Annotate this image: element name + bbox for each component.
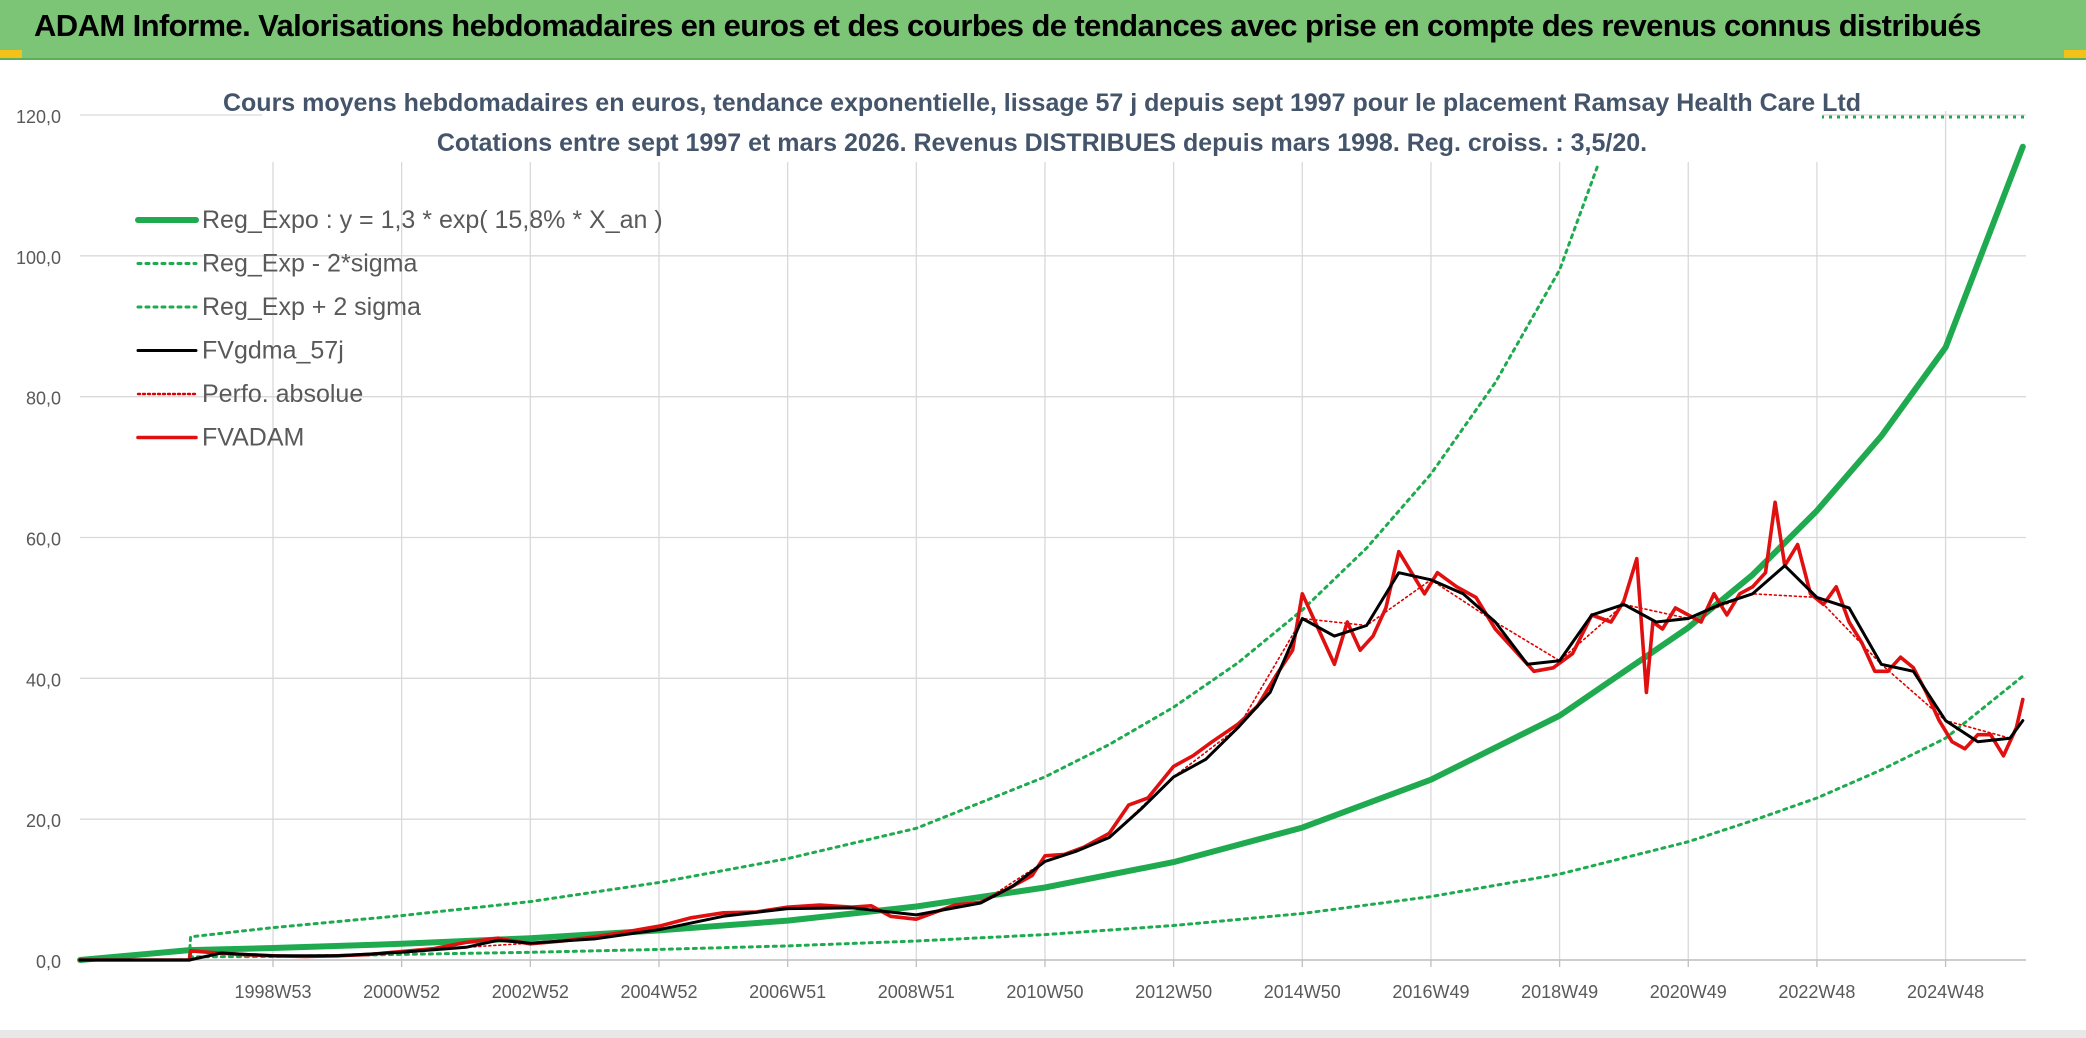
x-tick-label: 2016W49 [1392, 982, 1469, 1002]
legend-label: Reg_Exp - 2*sigma [202, 250, 417, 278]
y-tick-label: 0,0 [36, 952, 61, 972]
legend-label: Perfo. absolue [202, 380, 363, 408]
report-title-bar: ADAM Informe. Valorisations hebdomadaire… [0, 0, 2086, 60]
x-tick-label: 2010W50 [1006, 982, 1083, 1002]
report-title: ADAM Informe. Valorisations hebdomadaire… [34, 8, 1981, 43]
chart-title: Cours moyens hebdomadaires en euros, ten… [223, 89, 1861, 117]
grid-layer [80, 111, 2026, 967]
legend-label: Reg_Expo : y = 1,3 * exp( 15,8% * X_an ) [202, 206, 663, 234]
x-axis-ticks: 1998W53 2000W52 2002W52 2004W52 2006W51 2008W… [234, 982, 1984, 1002]
subtitle-background [262, 82, 1822, 162]
x-tick-label: 2018W49 [1521, 982, 1598, 1002]
y-tick-label: 60,0 [26, 530, 61, 550]
series-reg-exp-plus-2sigma [187, 162, 1600, 958]
x-tick-label: 2004W52 [620, 982, 697, 1002]
y-axis-ticks: 0,0 20,0 40,0 60,0 80,0 100,0 120,0 [16, 107, 61, 972]
legend-label: FVADAM [202, 424, 304, 452]
y-tick-label: 80,0 [26, 389, 61, 409]
x-tick-label: 2006W51 [749, 982, 826, 1002]
legend-label: Reg_Exp + 2 sigma [202, 293, 421, 321]
x-tick-label: 2008W51 [878, 982, 955, 1002]
x-tick-label: 2014W50 [1264, 982, 1341, 1002]
x-tick-label: 2000W52 [363, 982, 440, 1002]
y-tick-label: 100,0 [16, 248, 61, 268]
y-tick-label: 40,0 [26, 670, 61, 690]
x-tick-label: 2024W48 [1907, 982, 1984, 1002]
chart-area: 0,0 20,0 40,0 60,0 80,0 100,0 120,0 1998W53 200… [16, 82, 2026, 1002]
chart-subtitle: Cotations entre sept 1997 et mars 2026. … [437, 129, 1647, 157]
series-layer [77, 115, 2026, 963]
x-tick-label: 2022W48 [1778, 982, 1855, 1002]
x-tick-label: 2020W49 [1650, 982, 1727, 1002]
corner-accent-right [2064, 50, 2086, 58]
series-reg-exp-minus-2sigma [187, 674, 2025, 959]
series-reg-expo [77, 143, 2026, 963]
bottom-strip [0, 1030, 2086, 1038]
y-tick-label: 120,0 [16, 107, 61, 127]
x-tick-label: 2012W50 [1135, 982, 1212, 1002]
y-tick-label: 20,0 [26, 811, 61, 831]
series-fvgdma-57j [78, 564, 2025, 962]
legend: Reg_Expo : y = 1,3 * exp( 15,8% * X_an )… [135, 206, 663, 452]
series-perfo-absolue [79, 578, 2024, 961]
series-fvadam [78, 500, 2025, 962]
legend-label: FVgdma_57j [202, 337, 344, 365]
corner-accent-left [0, 50, 22, 58]
x-tick-label: 2002W52 [492, 982, 569, 1002]
x-tick-label: 1998W53 [234, 982, 311, 1002]
